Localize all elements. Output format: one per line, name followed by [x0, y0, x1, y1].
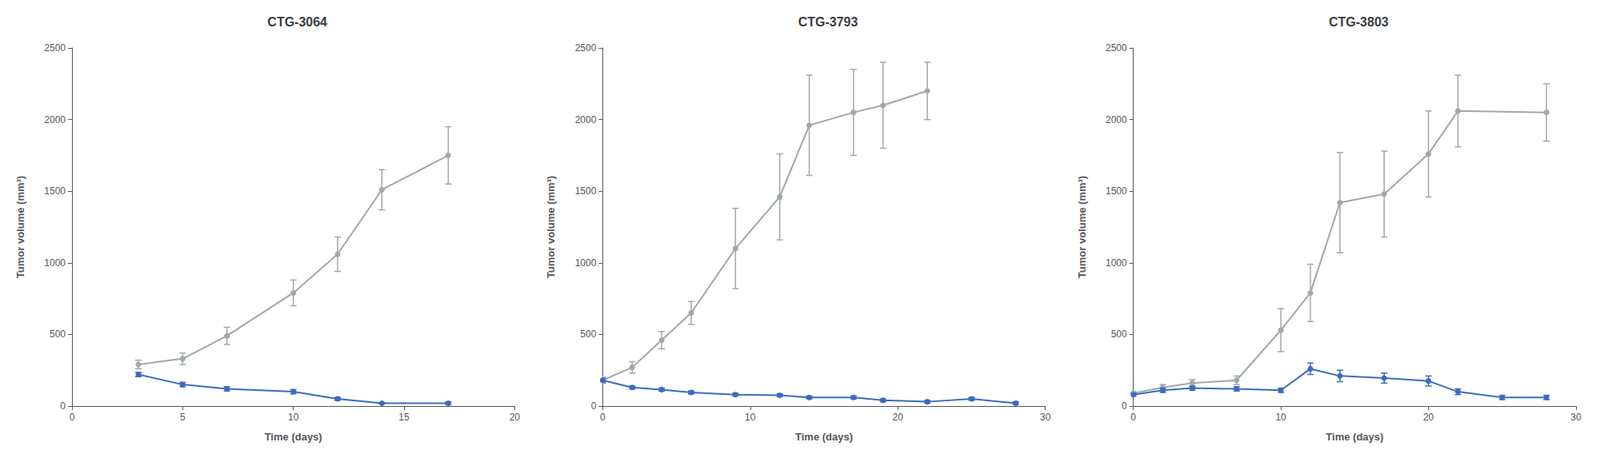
svg-text:30: 30 — [1570, 412, 1582, 424]
svg-text:1000: 1000 — [575, 257, 597, 269]
svg-text:0: 0 — [69, 412, 76, 424]
svg-text:1500: 1500 — [1105, 185, 1128, 197]
svg-text:10: 10 — [744, 412, 756, 424]
svg-text:CTG-3064: CTG-3064 — [267, 15, 328, 29]
svg-text:30: 30 — [1040, 412, 1052, 424]
svg-text:20: 20 — [1423, 412, 1435, 424]
svg-text:2500: 2500 — [1105, 42, 1128, 54]
svg-text:1000: 1000 — [1105, 257, 1128, 269]
svg-text:Time (days): Time (days) — [795, 431, 853, 444]
svg-text:2000: 2000 — [1105, 114, 1128, 126]
svg-text:500: 500 — [49, 328, 66, 340]
svg-text:CTG-3793: CTG-3793 — [798, 15, 859, 29]
svg-text:2000: 2000 — [44, 114, 66, 126]
svg-text:Time (days): Time (days) — [264, 431, 323, 444]
svg-text:20: 20 — [892, 412, 904, 424]
svg-text:Tumor volume (mm³): Tumor volume (mm³) — [14, 176, 27, 279]
svg-text:5: 5 — [180, 412, 186, 424]
svg-text:20: 20 — [509, 412, 521, 424]
svg-text:1000: 1000 — [44, 257, 66, 269]
svg-text:0: 0 — [1121, 400, 1128, 412]
svg-text:0: 0 — [60, 400, 66, 412]
svg-text:0: 0 — [1130, 412, 1136, 424]
svg-text:Tumor volume (mm³): Tumor volume (mm³) — [1076, 176, 1088, 279]
svg-text:CTG-3803: CTG-3803 — [1328, 15, 1389, 29]
svg-text:500: 500 — [580, 328, 596, 340]
svg-text:1500: 1500 — [44, 185, 66, 197]
svg-text:0: 0 — [600, 412, 606, 424]
svg-text:Time (days): Time (days) — [1325, 431, 1384, 444]
svg-text:2000: 2000 — [575, 114, 597, 126]
svg-text:15: 15 — [398, 412, 410, 424]
svg-text:10: 10 — [1275, 412, 1287, 424]
svg-text:10: 10 — [288, 412, 300, 424]
svg-text:500: 500 — [1111, 328, 1128, 340]
svg-text:2500: 2500 — [575, 42, 597, 54]
svg-text:2500: 2500 — [44, 42, 66, 54]
svg-text:0: 0 — [591, 400, 597, 412]
svg-text:1500: 1500 — [575, 185, 597, 197]
svg-text:Tumor volume (mm³): Tumor volume (mm³) — [544, 176, 557, 279]
